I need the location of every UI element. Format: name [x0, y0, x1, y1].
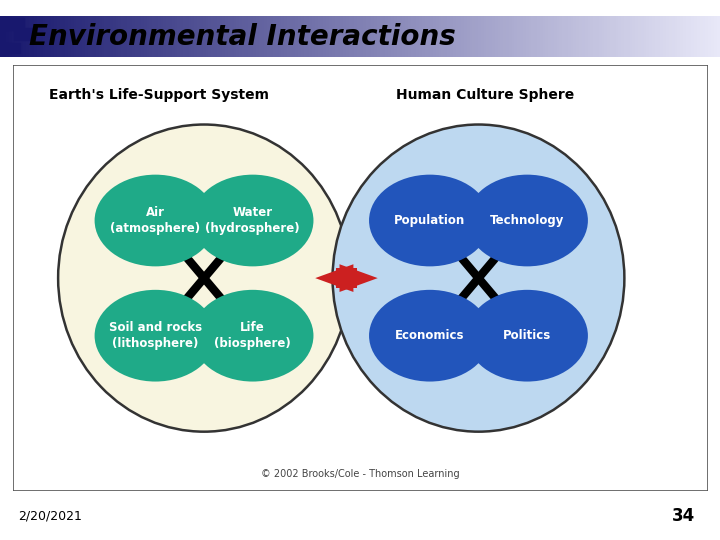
Ellipse shape [333, 125, 624, 431]
Text: 2/20/2021: 2/20/2021 [18, 509, 82, 522]
Text: Politics: Politics [503, 329, 552, 342]
Polygon shape [315, 264, 354, 292]
Text: Technology: Technology [490, 214, 564, 227]
Ellipse shape [94, 290, 216, 382]
Ellipse shape [58, 125, 350, 431]
Ellipse shape [192, 290, 313, 382]
Bar [6, 43, 20, 52]
Text: Soil and rocks
(lithosphere): Soil and rocks (lithosphere) [109, 321, 202, 350]
Text: Life
(biosphere): Life (biosphere) [215, 321, 291, 350]
Bar [6, 18, 24, 30]
Text: Economics: Economics [395, 329, 464, 342]
Ellipse shape [467, 174, 588, 266]
Text: Air
(atmosphere): Air (atmosphere) [110, 206, 200, 235]
Ellipse shape [467, 290, 588, 382]
Ellipse shape [369, 174, 490, 266]
Ellipse shape [94, 174, 216, 266]
Text: 34: 34 [672, 507, 695, 525]
Ellipse shape [369, 290, 490, 382]
Text: Earth's Life-Support System: Earth's Life-Support System [49, 87, 269, 102]
Text: Human Culture Sphere: Human Culture Sphere [396, 87, 575, 102]
Text: © 2002 Brooks/Cole - Thomson Learning: © 2002 Brooks/Cole - Thomson Learning [261, 469, 459, 480]
Bar [14, 28, 32, 40]
Bar [336, 268, 356, 288]
Text: Water
(hydrosphere): Water (hydrosphere) [205, 206, 300, 235]
Text: Population: Population [395, 214, 465, 227]
Text: Environmental Interactions: Environmental Interactions [29, 23, 456, 51]
Ellipse shape [192, 174, 313, 266]
Polygon shape [340, 264, 378, 292]
